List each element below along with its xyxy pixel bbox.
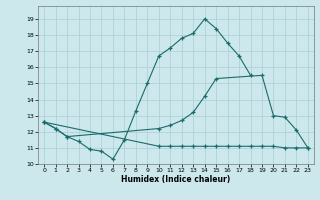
- X-axis label: Humidex (Indice chaleur): Humidex (Indice chaleur): [121, 175, 231, 184]
